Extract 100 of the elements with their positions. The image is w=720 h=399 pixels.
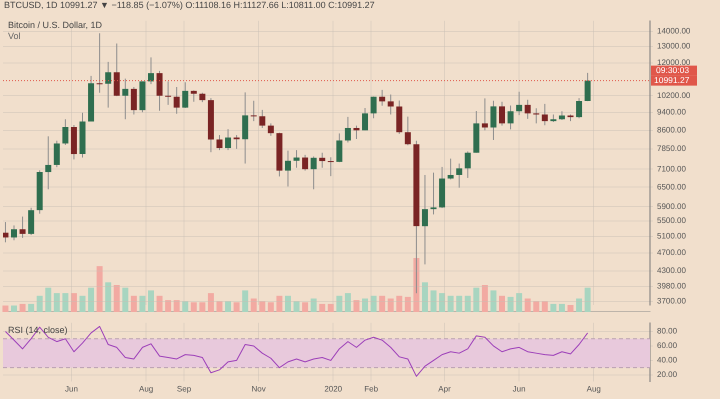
candlestick [114,42,120,97]
candlestick [225,128,232,151]
candlestick [259,109,266,128]
candlestick [122,78,128,120]
y-tick-label: 13000.00 [657,42,691,51]
bar [508,296,514,312]
bar [456,296,462,312]
bar [130,296,137,312]
bar [448,296,454,312]
bar [259,301,266,312]
candlestick [268,122,274,136]
candlestick [199,92,206,103]
candlestick [45,136,52,190]
bar [328,304,334,312]
candlestick [20,216,26,238]
bar [422,282,428,312]
bar [225,301,232,312]
chart-title: Vol [8,31,21,41]
candlestick [542,103,548,126]
ref-line-label: 10991.27 [654,74,690,85]
x-tick-label: Aug [586,384,601,394]
candlestick [182,82,188,109]
bar [430,290,437,312]
bar [524,298,531,312]
bar [208,293,214,312]
bar [319,304,326,312]
bar [568,304,574,312]
x-tick-label: Sep [176,384,192,394]
candlestick [448,158,454,180]
x-tick-label: Apr [438,384,452,394]
bar [122,288,128,312]
bar [2,306,8,312]
candlestick [28,207,34,236]
bar [54,293,60,312]
candlestick [284,150,291,187]
bar [344,293,351,312]
y-tick-label: 20.00 [657,370,678,380]
x-tick-label: Jun [65,384,78,394]
bar [182,301,188,312]
candlestick [54,140,60,168]
candlestick [524,99,531,120]
bar [234,302,240,312]
candlestick [370,96,377,119]
y-tick-label: 60.00 [657,341,678,350]
candlestick [96,32,103,94]
bar [576,298,582,312]
bar [80,296,86,312]
candlestick [464,150,471,178]
candlestick [302,154,308,172]
bar [362,298,368,312]
bar [336,296,342,312]
y-tick-label: 7850.00 [657,144,686,154]
candlestick [242,92,248,164]
bar [284,296,291,312]
candlestick [174,86,180,114]
bar [482,285,488,312]
candlestick [584,72,591,102]
y-tick-label: 3980.00 [657,282,686,291]
candlestick [165,80,172,106]
bar [36,296,43,312]
candlestick [250,100,257,122]
candlestick [379,89,386,106]
bar [473,288,480,312]
bar [105,282,112,312]
bar [268,302,274,312]
candlestick [344,116,351,143]
candlestick [319,152,326,168]
candlestick [148,56,154,85]
candlestick [216,134,222,151]
y-tick-label: 4700.00 [657,248,686,258]
x-tick-label: Aug [138,384,154,394]
candlestick [3,222,8,243]
candlestick [499,101,506,126]
bar [584,288,591,312]
candlestick [130,86,137,115]
bar [242,290,248,312]
bar [404,296,411,312]
bar [148,290,154,312]
candlestick [294,150,300,168]
bar [276,296,282,312]
candlestick [353,125,360,140]
bar [550,304,556,312]
bar [396,296,402,312]
bar [114,285,120,312]
candlestick [362,108,368,131]
bar [302,302,308,312]
x-tick-label: Jun [512,384,526,394]
candlestick [105,61,112,108]
text: BTCUSD, 1D 10991.27 ▼ −118.85 (−1.07%) O:11108.16 H:11127.66 L:10811.00 C:10991.27 [4,0,375,11]
y-tick-label: 10200.00 [657,90,691,100]
y-tick-label: 5900.00 [657,202,686,211]
bar [439,293,446,312]
x-tick-label: Nov [252,384,266,394]
bar [353,300,360,312]
bar [70,293,77,312]
candlestick [156,70,163,112]
bar [216,301,222,312]
y-tick-label: 5100.00 [657,231,686,240]
bar [310,298,317,312]
candlestick [490,100,496,140]
